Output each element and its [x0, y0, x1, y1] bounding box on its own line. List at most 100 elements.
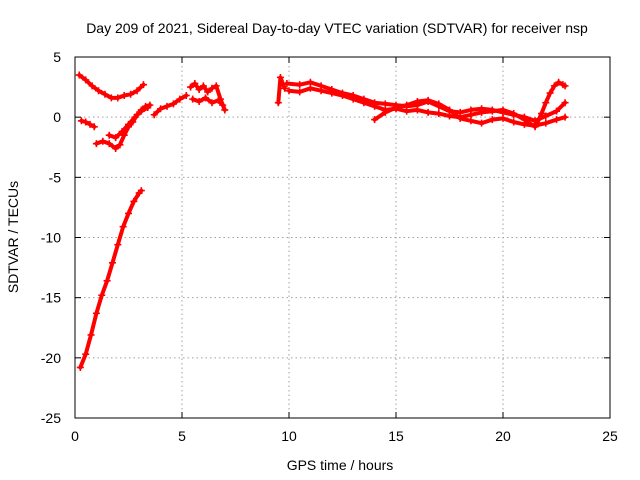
data-point-marker: [488, 107, 496, 115]
data-point-marker: [561, 82, 569, 90]
data-point-marker: [212, 82, 220, 90]
data-point-marker: [424, 96, 432, 104]
data-point-marker: [208, 99, 216, 107]
data-point-marker: [339, 92, 346, 100]
data-point-marker: [101, 90, 109, 98]
data-point-marker: [189, 95, 197, 103]
data-point-marker: [86, 120, 94, 128]
data-point-marker: [120, 131, 128, 139]
x-tick-label: 20: [495, 428, 511, 444]
data-point-marker: [120, 92, 128, 100]
data-point-marker: [163, 102, 171, 110]
data-point-marker: [118, 128, 126, 136]
data-point-marker: [538, 110, 546, 118]
data-point-marker: [105, 140, 113, 148]
series-track-9: [274, 73, 289, 107]
data-point-marker: [137, 187, 145, 195]
series-trace: [78, 188, 144, 370]
data-point-marker: [561, 99, 569, 107]
data-point-marker: [182, 92, 190, 100]
data-point-marker: [82, 350, 90, 358]
data-point-marker: [125, 209, 132, 217]
data-point-marker: [283, 79, 291, 87]
x-tick-label: 0: [71, 428, 79, 444]
series-trace: [276, 75, 287, 105]
data-point-marker: [127, 90, 135, 98]
series-track-1: [75, 71, 147, 102]
series-track-2: [77, 117, 98, 131]
y-tick-label: 5: [53, 49, 61, 65]
data-point-marker: [446, 106, 453, 114]
data-point-marker: [467, 117, 475, 125]
data-point-marker: [92, 140, 100, 148]
data-point-marker: [137, 107, 145, 115]
series-track-6: [150, 92, 190, 119]
data-point-marker: [82, 76, 90, 84]
y-tick-label: 0: [53, 109, 61, 125]
data-point-marker: [195, 98, 203, 106]
series-track-13: [533, 78, 569, 127]
axis-ticks: 0 5 10 15 20 25 -25 -20 -15 -10 -5 0 5: [41, 49, 618, 444]
x-tick-label: 10: [281, 428, 297, 444]
data-point-marker: [456, 114, 464, 122]
data-point-marker: [75, 71, 83, 79]
data-point-marker: [446, 112, 453, 120]
data-point-marker: [435, 100, 443, 108]
data-point-marker: [219, 101, 227, 109]
data-point-marker: [119, 223, 127, 231]
data-point-marker: [371, 116, 379, 124]
data-point-marker: [208, 84, 216, 92]
data-point-marker: [499, 114, 507, 122]
data-point-marker: [403, 107, 411, 115]
data-point-marker: [150, 111, 158, 119]
data-point-marker: [392, 104, 400, 112]
data-point-marker: [176, 95, 184, 103]
x-tick-label: 5: [178, 428, 186, 444]
data-point-marker: [520, 120, 528, 128]
data-point-marker: [76, 363, 84, 371]
data-point-marker: [112, 134, 120, 142]
data-point-marker: [82, 118, 90, 126]
data-point-marker: [125, 120, 132, 128]
data-point-marker: [478, 108, 486, 116]
series-trace: [188, 81, 227, 112]
data-point-marker: [214, 96, 222, 104]
data-point-marker: [553, 107, 560, 115]
data-point-marker: [130, 197, 138, 205]
data-point-marker: [488, 116, 496, 124]
data-point-marker: [371, 102, 379, 110]
data-point-marker: [281, 84, 289, 92]
data-point-marker: [157, 105, 165, 113]
data-point-marker: [328, 89, 336, 97]
data-point-marker: [108, 259, 116, 267]
data-point-marker: [92, 309, 100, 317]
data-point-marker: [88, 82, 96, 90]
y-tick-label: -10: [41, 230, 61, 246]
data-point-marker: [360, 99, 368, 107]
data-point-marker: [133, 87, 141, 95]
data-point-marker: [542, 99, 550, 107]
data-point-marker: [381, 108, 389, 116]
x-tick-label: 15: [388, 428, 404, 444]
data-point-marker: [114, 241, 122, 249]
series-track-5: [76, 187, 145, 371]
data-point-marker: [317, 87, 325, 95]
y-tick-label: -25: [41, 410, 61, 426]
data-point-marker: [349, 95, 357, 103]
data-point-marker: [195, 85, 203, 93]
data-point-marker: [77, 117, 85, 125]
data-point-marker: [131, 113, 139, 121]
data-point-marker: [95, 87, 103, 95]
y-tick-label: -5: [49, 169, 62, 185]
data-point-marker: [105, 131, 113, 139]
data-point-marker: [276, 73, 284, 81]
data-point-marker: [413, 106, 421, 114]
data-point-marker: [116, 141, 124, 149]
x-axis-label: GPS time / hours: [287, 457, 394, 473]
data-point-marker: [90, 123, 98, 131]
y-axis-label: SDTVAR / TECUs: [5, 181, 21, 293]
data-point-marker: [285, 87, 293, 95]
data-point-marker: [555, 78, 563, 86]
data-point-marker: [199, 82, 207, 90]
